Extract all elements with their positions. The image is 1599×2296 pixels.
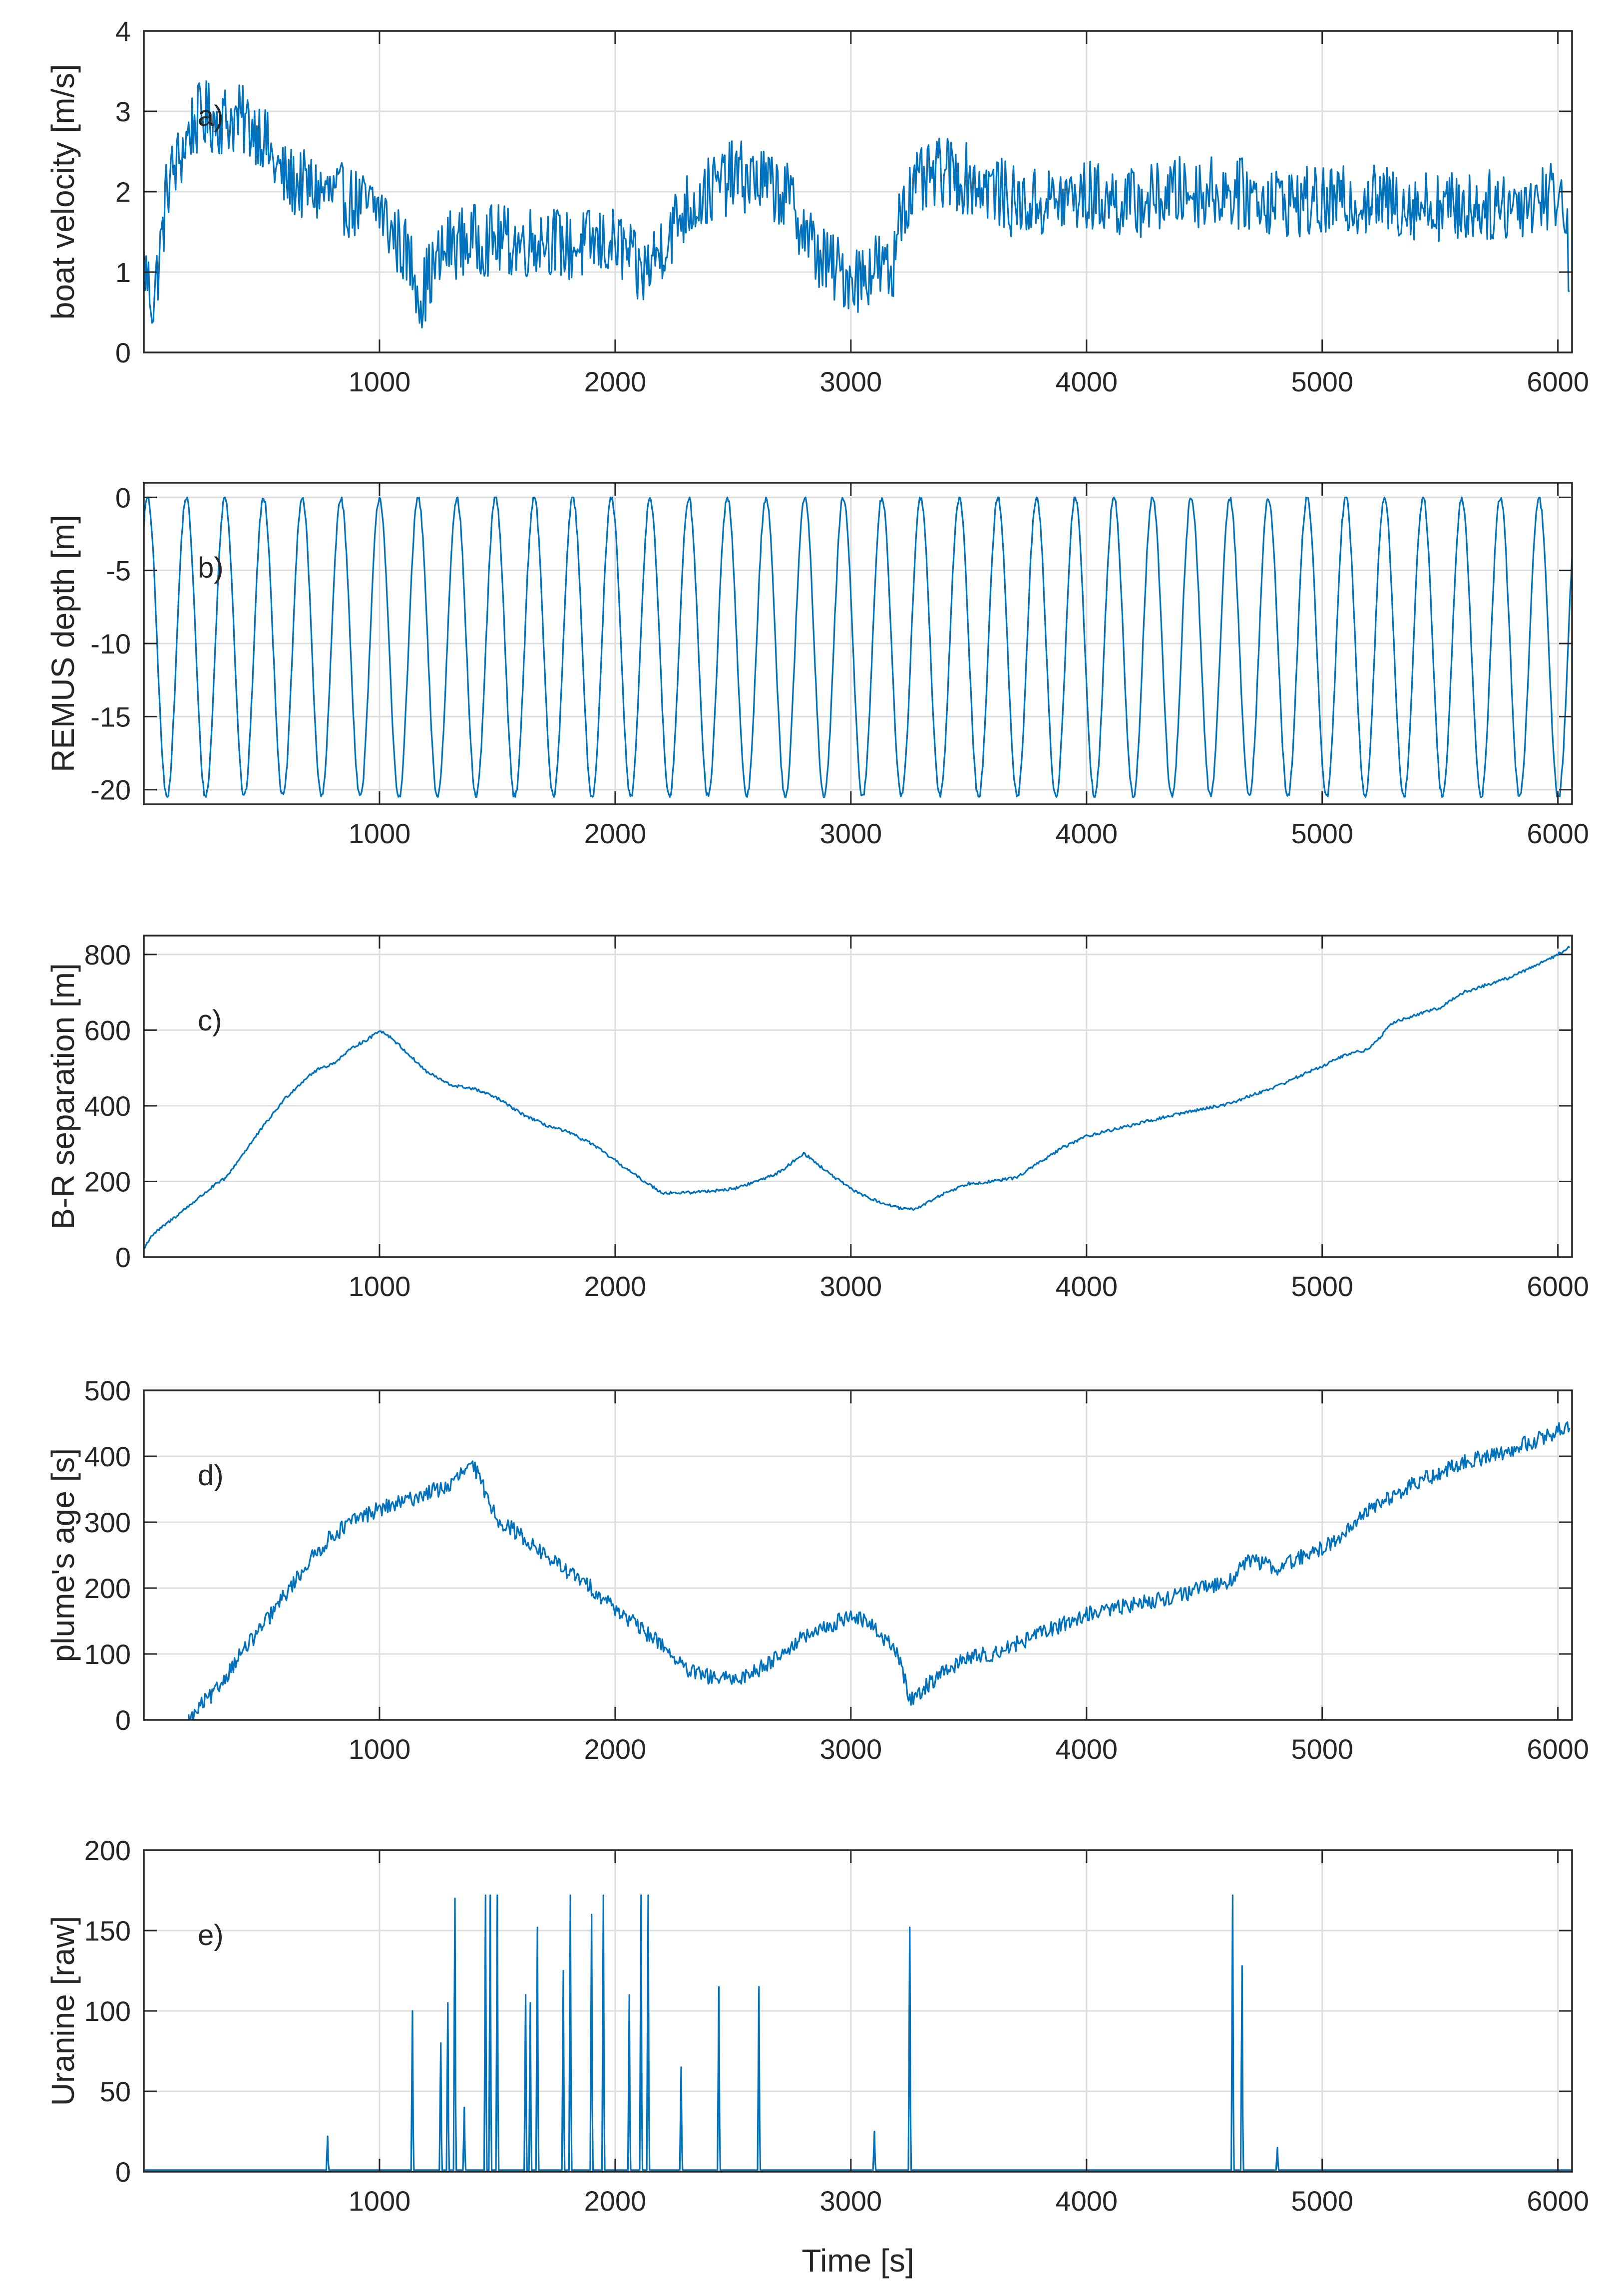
x-tick-label: 2000 — [584, 2185, 647, 2217]
x-tick-label: 4000 — [1055, 366, 1118, 397]
y-tick-label: 100 — [84, 1639, 131, 1670]
y-tick-label: 1 — [115, 257, 131, 288]
y-tick-label: 150 — [84, 1915, 131, 1947]
y-tick-label: -20 — [90, 774, 131, 806]
y-tick-label: 500 — [84, 1375, 131, 1406]
x-tick-label: 6000 — [1527, 2185, 1589, 2217]
panel-annotation-b: b) — [198, 552, 224, 584]
panel-annotation-e: e) — [198, 1919, 224, 1952]
axes-frame-d — [143, 1389, 1573, 1721]
series-line-e — [144, 1894, 1572, 2171]
x-tick-label: 4000 — [1055, 818, 1118, 849]
x-axis-label: Time [s] — [801, 2243, 914, 2279]
y-axis-label-a: boat velocity [m/s] — [45, 64, 81, 320]
y-tick-label: 0 — [115, 1242, 131, 1273]
panel-e: 1000 2000 3000 4000 5000 6000 0 50 100 150 200 Uran… — [45, 1835, 1589, 2279]
x-tick-label: 2000 — [584, 818, 647, 849]
y-axis-label-b: REMUS depth [m] — [45, 515, 81, 772]
series-line-b — [144, 496, 1572, 798]
panel-annotation-d: d) — [198, 1459, 224, 1492]
plot-area-d — [144, 1390, 1572, 1720]
y-tick-label: -5 — [106, 555, 131, 587]
plot-area-c — [144, 936, 1572, 1257]
y-tick-label: 0 — [115, 482, 131, 513]
x-tick-label: 1000 — [349, 1733, 411, 1765]
y-axis-label-c: B-R separation [m] — [45, 963, 81, 1230]
y-tick-label: 400 — [84, 1090, 131, 1122]
axes-frame-c — [143, 935, 1573, 1258]
x-tick-label: 4000 — [1055, 1271, 1118, 1302]
y-axis-label-d: plume's age [s] — [45, 1448, 81, 1662]
y-tick-label: 200 — [84, 1573, 131, 1604]
y-tick-label: 400 — [84, 1441, 131, 1472]
x-tick-label: 5000 — [1291, 1271, 1353, 1302]
x-tick-label: 5000 — [1291, 1733, 1353, 1765]
x-tick-label: 2000 — [584, 1733, 647, 1765]
x-tick-label: 4000 — [1055, 1733, 1118, 1765]
y-tick-label: 0 — [115, 2156, 131, 2188]
x-tick-label: 1000 — [349, 366, 411, 397]
x-tick-label: 6000 — [1527, 818, 1589, 849]
x-tick-label: 3000 — [820, 2185, 882, 2217]
panel-b: 1000 2000 3000 4000 5000 6000 -20 -15 -10 -5 0 REMU… — [45, 482, 1589, 849]
x-tick-label: 2000 — [584, 1271, 647, 1302]
series-line-a — [144, 80, 1570, 328]
y-tick-label: 2 — [115, 176, 131, 208]
y-tick-label: -15 — [90, 701, 131, 732]
y-tick-label: 100 — [84, 1995, 131, 2027]
x-tick-label: 1000 — [349, 818, 411, 849]
x-tick-label: 3000 — [820, 1271, 882, 1302]
y-tick-label: 4 — [115, 15, 131, 47]
x-tick-label: 6000 — [1527, 366, 1589, 397]
panel-c: 1000 2000 3000 4000 5000 6000 0 200 400 600 800B-R… — [45, 935, 1589, 1302]
y-tick-label: 200 — [84, 1835, 131, 1866]
x-tick-label: 3000 — [820, 818, 882, 849]
y-tick-label: 3 — [115, 96, 131, 127]
x-tick-label: 6000 — [1527, 1733, 1589, 1765]
y-tick-label: 600 — [84, 1014, 131, 1046]
series-line-c — [144, 946, 1571, 1250]
y-tick-label: 50 — [100, 2076, 131, 2107]
panel-annotation-c: c) — [198, 1004, 222, 1037]
panel-a: 1000 2000 3000 4000 5000 6000 0 1 2 3 4 boat veloci… — [45, 15, 1589, 397]
x-tick-label: 5000 — [1291, 2185, 1353, 2217]
x-tick-label: 6000 — [1527, 1271, 1589, 1302]
x-tick-label: 3000 — [820, 1733, 882, 1765]
y-tick-label: 0 — [115, 337, 131, 368]
y-axis-label-e: Uranine [raw] — [45, 1916, 81, 2106]
x-tick-label: 5000 — [1291, 366, 1353, 397]
x-tick-label: 5000 — [1291, 818, 1353, 849]
panel-annotation-a: a) — [198, 100, 224, 132]
y-tick-label: 300 — [84, 1507, 131, 1538]
x-tick-label: 1000 — [349, 1271, 411, 1302]
y-tick-label: 800 — [84, 939, 131, 971]
x-tick-label: 3000 — [820, 366, 882, 397]
series-line-d — [188, 1421, 1571, 1720]
y-tick-label: 200 — [84, 1166, 131, 1197]
x-tick-label: 2000 — [584, 366, 647, 397]
y-tick-label: -10 — [90, 628, 131, 659]
y-tick-label: 0 — [115, 1704, 131, 1736]
panel-d: 1000 2000 3000 4000 5000 6000 0 100 200 300 400 500… — [45, 1375, 1589, 1765]
x-tick-label: 1000 — [349, 2185, 411, 2217]
x-tick-label: 4000 — [1055, 2185, 1118, 2217]
